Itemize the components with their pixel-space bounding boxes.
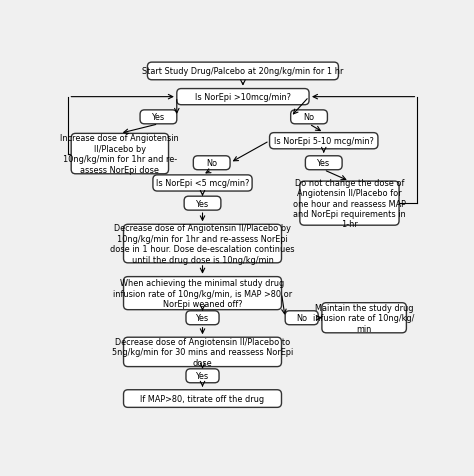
FancyBboxPatch shape xyxy=(184,197,221,211)
Text: Decrease dose of Angiotensin II/Placebo to
5ng/kg/min for 30 mins and reassess N: Decrease dose of Angiotensin II/Placebo … xyxy=(112,337,293,367)
Text: Yes: Yes xyxy=(196,199,209,208)
Text: When achieving the minimal study drug
infusion rate of 10ng/kg/min, is MAP >80 o: When achieving the minimal study drug in… xyxy=(113,278,292,308)
FancyBboxPatch shape xyxy=(124,390,282,407)
FancyBboxPatch shape xyxy=(322,303,406,333)
Text: If MAP>80, titrate off the drug: If MAP>80, titrate off the drug xyxy=(140,394,264,403)
FancyBboxPatch shape xyxy=(124,277,282,310)
FancyBboxPatch shape xyxy=(147,63,338,80)
FancyBboxPatch shape xyxy=(177,89,309,106)
FancyBboxPatch shape xyxy=(270,133,378,149)
Text: No: No xyxy=(206,159,217,168)
FancyBboxPatch shape xyxy=(285,311,318,325)
Text: Yes: Yes xyxy=(152,113,165,122)
FancyBboxPatch shape xyxy=(140,110,177,125)
FancyBboxPatch shape xyxy=(124,337,282,367)
Text: Decrease dose of Angiotensin II/Placebo by
10ng/kg/min for 1hr and re-assess Nor: Decrease dose of Angiotensin II/Placebo … xyxy=(110,224,295,264)
FancyBboxPatch shape xyxy=(300,182,399,226)
Text: Yes: Yes xyxy=(196,371,209,380)
Text: Yes: Yes xyxy=(196,314,209,323)
Text: Increase dose of Angiotensin
II/Placebo by
10ng/kg/min for 1hr and re-
assess No: Increase dose of Angiotensin II/Placebo … xyxy=(61,134,179,174)
Text: Yes: Yes xyxy=(317,159,330,168)
Text: Is NorEpi 5-10 mcg/min?: Is NorEpi 5-10 mcg/min? xyxy=(274,137,374,146)
Text: Maintain the study drug
infusion rate of 10ng/kg/
min: Maintain the study drug infusion rate of… xyxy=(313,303,415,333)
FancyBboxPatch shape xyxy=(193,157,230,170)
FancyBboxPatch shape xyxy=(124,225,282,263)
Text: Start Study Drug/Palcebo at 20ng/kg/min for 1 hr: Start Study Drug/Palcebo at 20ng/kg/min … xyxy=(142,67,344,76)
Text: Do not change the dose of
Angiotensin II/Placebo for
one hour and reassess MAP
a: Do not change the dose of Angiotensin II… xyxy=(293,178,406,229)
FancyBboxPatch shape xyxy=(71,134,169,174)
FancyBboxPatch shape xyxy=(305,157,342,170)
FancyBboxPatch shape xyxy=(153,176,252,192)
FancyBboxPatch shape xyxy=(186,311,219,325)
Text: No: No xyxy=(303,113,315,122)
FancyBboxPatch shape xyxy=(186,369,219,383)
Text: Is NorEpi >10mcg/min?: Is NorEpi >10mcg/min? xyxy=(195,93,291,102)
Text: Is NorEpi <5 mcg/min?: Is NorEpi <5 mcg/min? xyxy=(156,179,249,188)
Text: No: No xyxy=(296,314,307,323)
FancyBboxPatch shape xyxy=(291,110,328,125)
